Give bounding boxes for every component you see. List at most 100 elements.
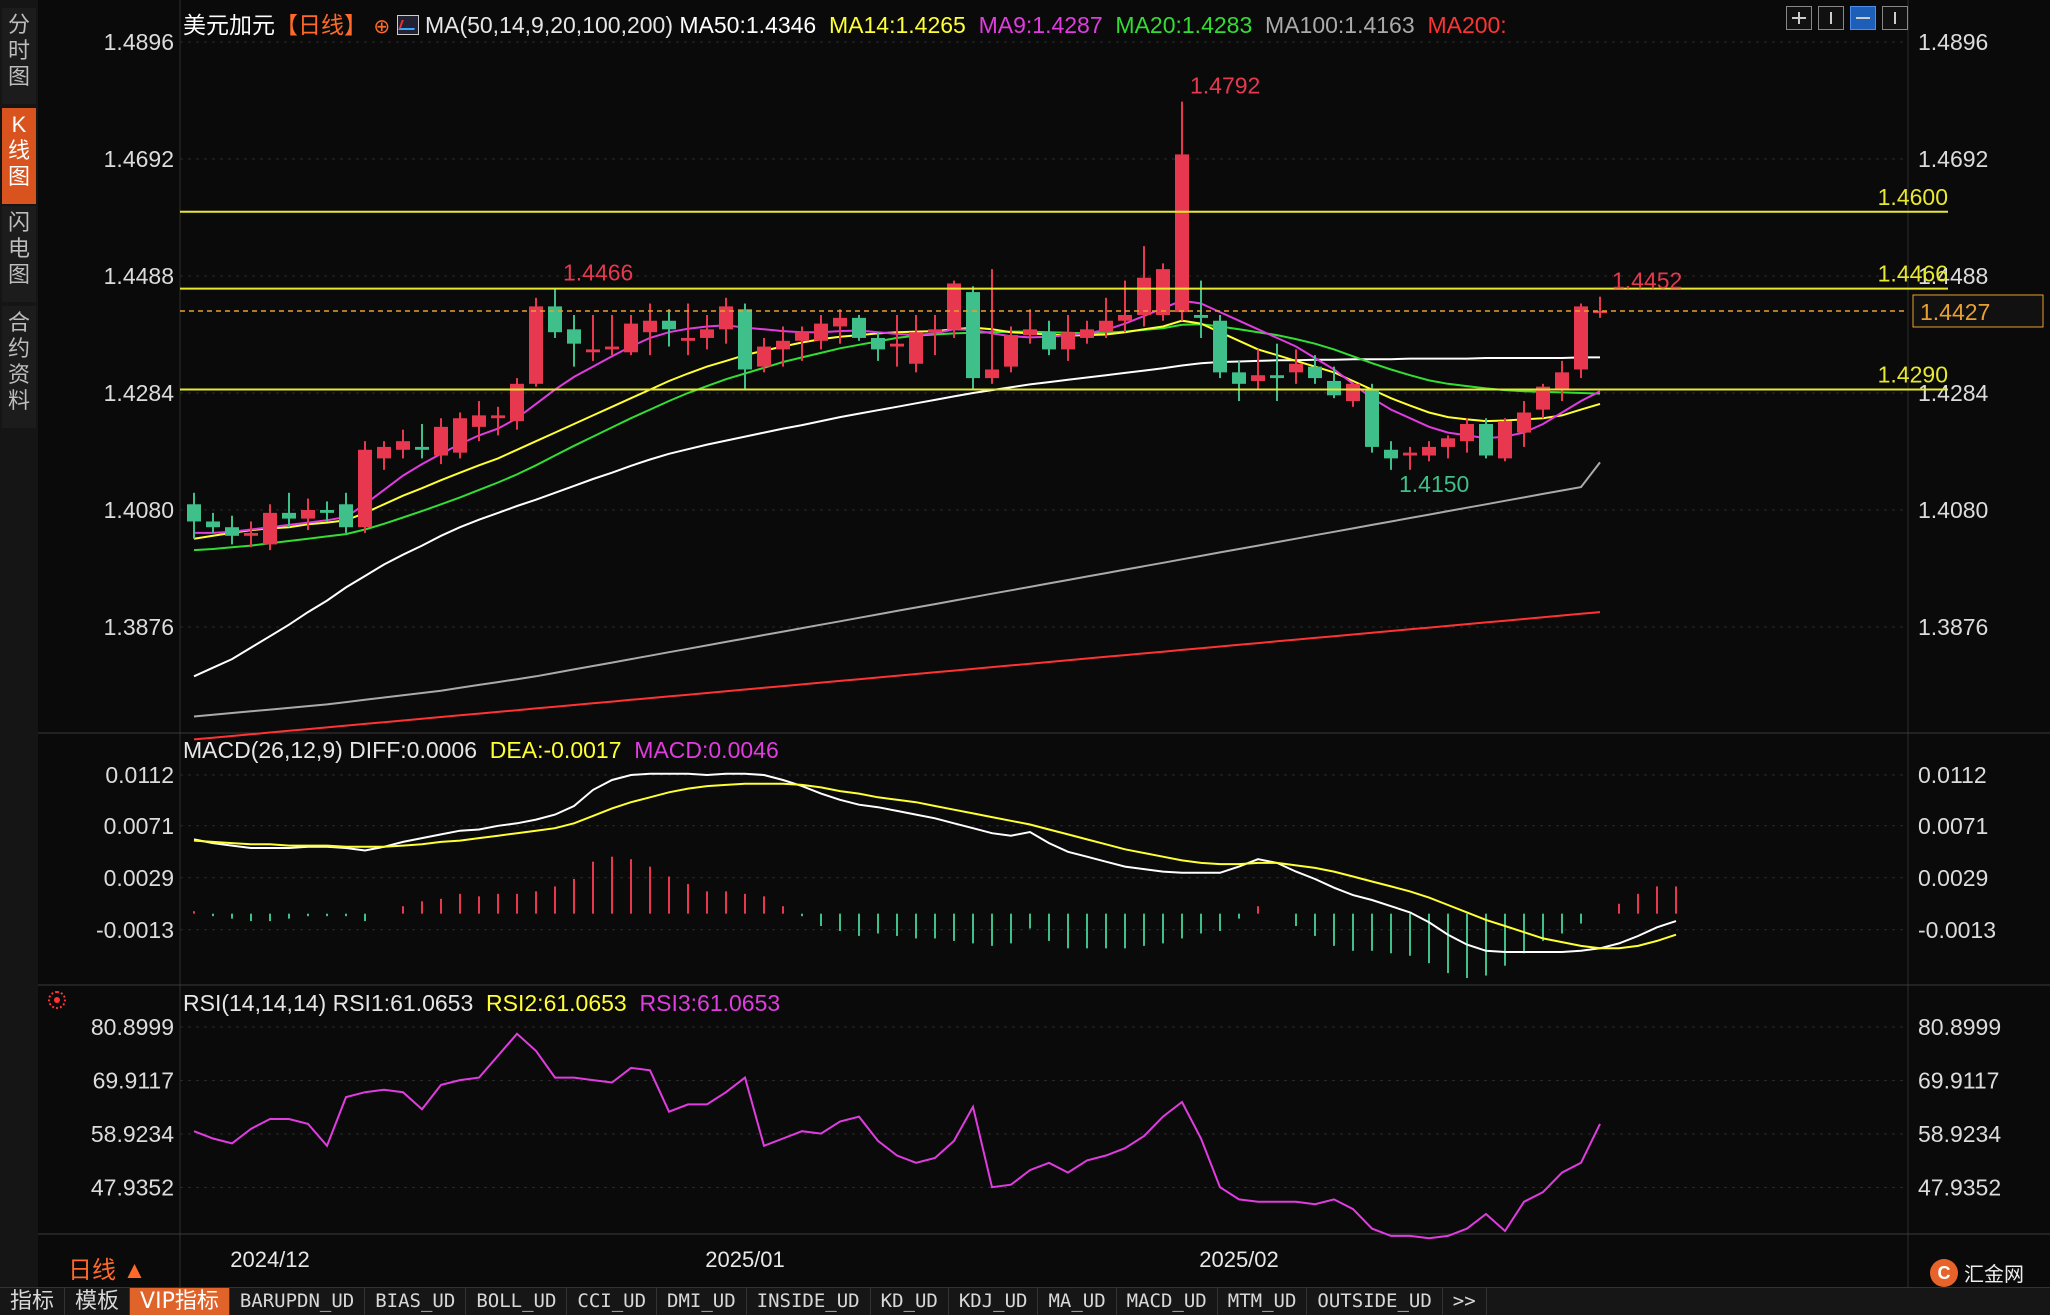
sidebar-tab-2[interactable]: 闪电图 [2,206,36,302]
rsi1-value: RSI1:61.0653 [332,990,474,1016]
indicator-tab-6[interactable]: CCI_UD [567,1288,658,1315]
sidebar-tab-3[interactable]: 合约资料 [2,306,36,428]
indicator-tab-10[interactable]: KDJ_UD [949,1288,1039,1315]
candle [1080,329,1094,338]
date-label: 2025/02 [1199,1247,1279,1272]
candle [1479,423,1493,456]
candle [1517,412,1531,433]
split-panel-icon[interactable] [1818,6,1844,30]
sidebar-tab-0[interactable]: 分时图 [2,8,36,104]
candle [833,317,847,327]
candle [1346,383,1360,402]
indicator-tab-0[interactable]: 指标 [0,1288,66,1315]
kline-chart[interactable]: 1.4896 1.4896 1.4692 1.4692 1.4488 1.4488 1.42… [38,0,2050,1287]
annotation-label: 1.4792 [1190,73,1260,99]
crosshair-icon[interactable]: ⊕ [373,16,391,38]
indicator-tab-8[interactable]: INSIDE_UD [747,1288,871,1315]
candle [681,337,695,341]
indicator-tab-14[interactable]: OUTSIDE_UD [1307,1288,1443,1315]
indicator-tab-3[interactable]: BARUPDN_UD [230,1288,366,1315]
indicator-tab-12[interactable]: MACD_UD [1117,1288,1218,1315]
macd-tick-left: 0.0029 [104,865,174,891]
candle [1137,277,1151,315]
indicator-tab-13[interactable]: MTM_UD [1218,1288,1308,1315]
ma200-value: MA200: [1427,12,1507,38]
rsi-tick-left: 69.9117 [93,1067,174,1093]
candle [1574,306,1588,370]
indicator-tab-4[interactable]: BIAS_UD [365,1288,467,1315]
kline-mode-icon[interactable] [1850,6,1876,30]
candle [1061,332,1075,350]
candle [453,418,467,453]
indicator-tab-5[interactable]: BOLL_UD [466,1288,568,1315]
candle [358,449,372,528]
rsi-tick-left: 47.9352 [91,1174,174,1200]
ma20-value: MA20:1.4283 [1115,12,1253,38]
logo-mark-icon: C [1930,1258,1958,1287]
candle [1327,380,1341,396]
price-tick-right: 1.4896 [1918,29,1988,55]
candle [396,441,410,450]
date-label: 2024/12 [230,1247,310,1272]
candle [1498,421,1512,459]
macd-tick-left: 0.0071 [104,813,174,839]
candle [1460,423,1474,442]
indicator-tab-1[interactable]: 模板 [65,1288,131,1315]
period-tag[interactable]: 【日线】 [275,12,367,38]
crosshair-tool-icon[interactable] [1786,6,1812,30]
annotation-label: 1.4466 [563,260,633,286]
rsi-tick-right: 69.9117 [1918,1067,1999,1093]
macd-header: MACD(26,12,9) DIFF:0.0006 DEA:-0.0017 MA… [183,737,779,764]
macd-tick-right: 0.0071 [1918,813,1988,839]
candle [1555,372,1569,390]
candle [852,317,866,338]
ma14-value: MA14:1.4265 [829,12,966,38]
candle [776,340,790,350]
price-tick-left: 1.3876 [104,614,174,640]
candle [738,309,752,370]
price-tick-right: 1.4488 [1918,263,1988,289]
candle [1004,335,1018,367]
level-label: 1.4290 [1878,362,1948,388]
price-tick-right: 1.4080 [1918,497,1988,523]
ma-title: MA(50,14,9,20,100,200) [424,12,673,38]
price-tick-right: 1.4692 [1918,146,1988,172]
indicator-tab-2[interactable]: VIP指标 [130,1288,230,1315]
candle [1118,315,1132,321]
candle [1536,386,1550,410]
settings-sun-icon[interactable] [48,991,66,1009]
candle [586,349,600,353]
candle [1042,332,1056,350]
annotation-label: 1.4452 [1612,268,1682,294]
indicator-tab-9[interactable]: KD_UD [871,1288,949,1315]
candle [1365,389,1379,447]
next-icon[interactable] [1882,6,1908,30]
candle [529,306,543,384]
rsi-tick-left: 80.8999 [91,1014,174,1040]
rsi-line [193,1032,1601,1240]
candle [1422,446,1436,456]
candle [206,521,220,528]
candle [662,320,676,330]
candle [1251,375,1265,381]
macd-title: MACD(26,12,9) [183,737,343,763]
period-switch[interactable]: 日线 ▲ [68,1257,147,1284]
candle [795,332,809,341]
candle [1156,269,1170,315]
chart-header: 美元加元【日线】 ⊕ MA(50,14,9,20,100,200) MA50:1… [183,6,1507,40]
candle [985,369,999,379]
macd-dea-line [193,782,1677,950]
rsi3-value: RSI3:61.0653 [639,990,781,1016]
indicator-bar: 指标 模板 VIP指标 BARUPDN_UD BIAS_UD BOLL_UD CCI_UD D… [0,1287,2050,1315]
date-label: 2025/01 [705,1247,785,1272]
candle [415,446,429,450]
rsi-tick-right: 80.8999 [1918,1014,2001,1040]
ma-settings-icon[interactable] [396,15,419,35]
level-label: 1.4600 [1878,184,1948,210]
indicator-tab-15[interactable]: >> [1443,1288,1487,1315]
indicator-tab-11[interactable]: MA_UD [1038,1288,1117,1315]
indicator-tab-7[interactable]: DMI_UD [657,1288,747,1315]
chart-background [38,0,2050,1287]
candle [909,332,923,364]
